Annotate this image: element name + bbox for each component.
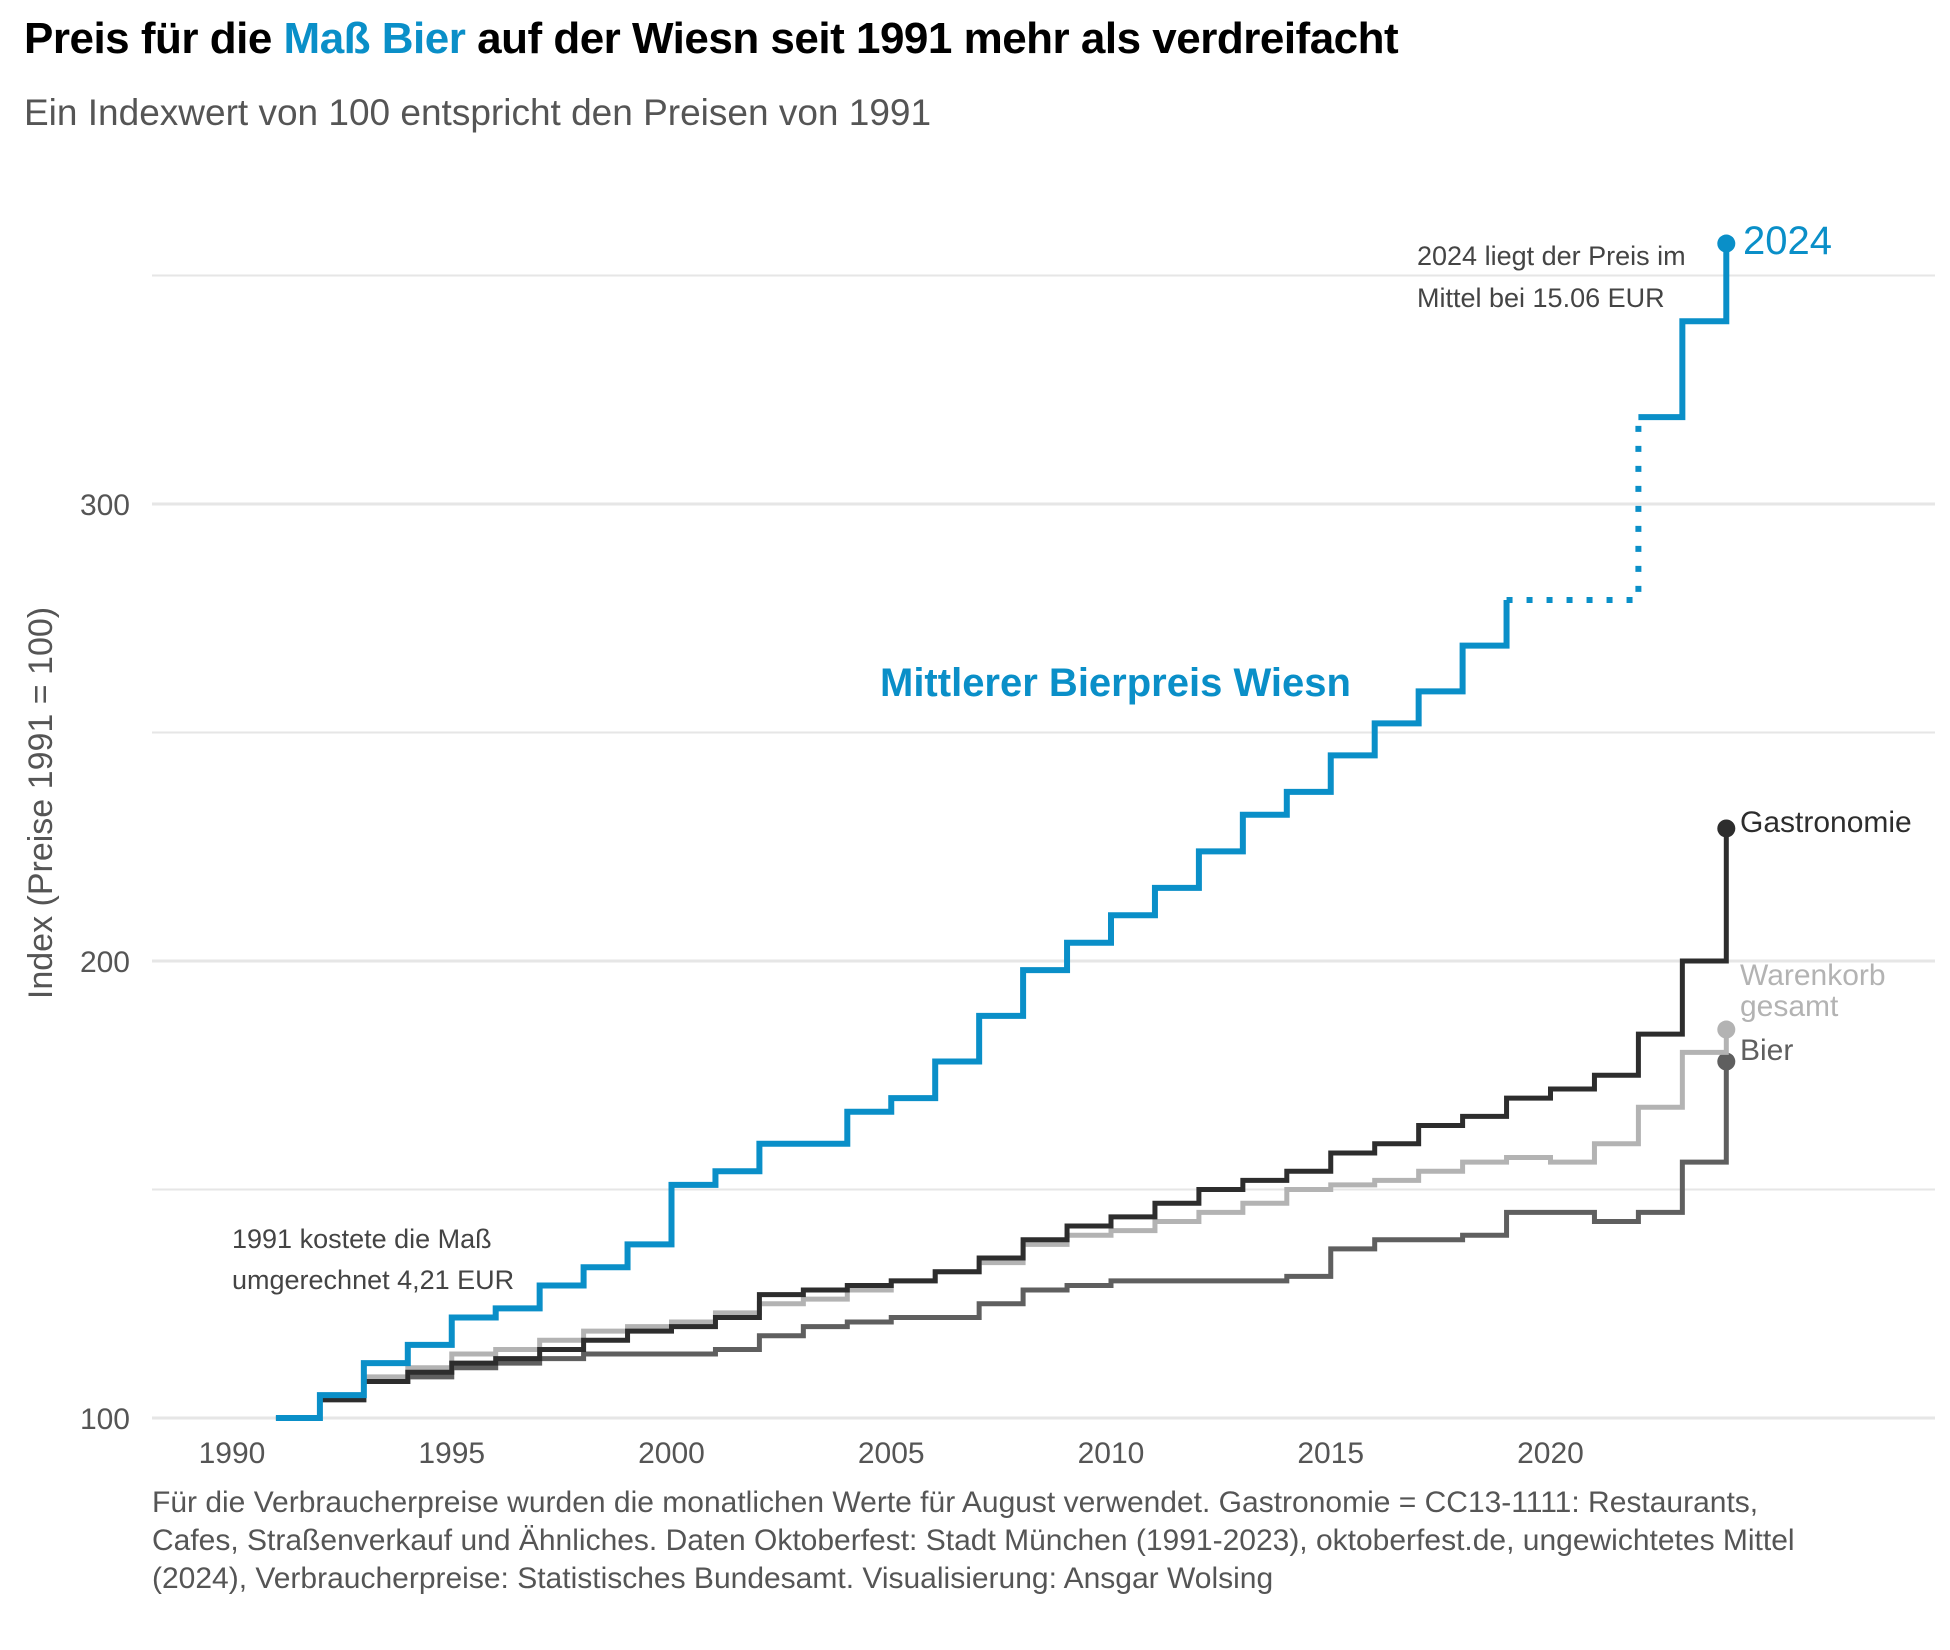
end-label-bier: Bier: [1740, 1034, 1793, 1067]
caption-line-3: (2024), Verbraucherpreise: Statistisches…: [152, 1562, 1274, 1595]
grid-lines: [152, 274, 1935, 1420]
chart-annotations: 1991 kostete die Maß umgerechnet 4,21 EU…: [232, 219, 1912, 1295]
annotation-end-year: 2024: [1743, 219, 1832, 263]
chart-subtitle: Ein Indexwert von 100 entspricht den Pre…: [24, 92, 932, 133]
y-tick-label: 300: [80, 489, 130, 522]
y-tick-label: 100: [80, 1403, 130, 1436]
title-post: auf der Wiesn seit 1991 mehr als verdrei…: [465, 14, 1399, 63]
series-line-wiesn: [275, 243, 1730, 1421]
end-point-wiesn: [1717, 234, 1736, 253]
end-label-warenkorb-line2: gesamt: [1740, 990, 1839, 1023]
end-label-gastronomie: Gastronomie: [1740, 806, 1912, 839]
chart-title: Preis für die Maß Bier auf der Wiesn sei…: [24, 14, 1399, 64]
x-tick-label: 1995: [418, 1437, 485, 1470]
end-point-gastronomie: [1717, 819, 1736, 838]
x-tick-label: 1990: [199, 1437, 266, 1470]
y-axis-ticks: 100 200 300: [80, 489, 130, 1436]
y-tick-label: 200: [80, 946, 130, 979]
series-gap-wiesn: [1506, 417, 1642, 603]
x-axis-ticks: 1990 1995 2000 2005 2010 2015 2020: [199, 1437, 1584, 1470]
x-tick-label: 2005: [858, 1437, 925, 1470]
x-tick-label: 2015: [1297, 1437, 1364, 1470]
annotation-start-line1: 1991 kostete die Maß: [232, 1224, 492, 1254]
caption-line-1: Für die Verbraucherpreise wurden die mon…: [152, 1486, 1759, 1519]
y-axis-label: Index (Preise 1991 = 100): [22, 607, 60, 999]
series-lines: [275, 234, 1736, 1421]
caption: Für die Verbraucherpreise wurden die mon…: [152, 1484, 1942, 1598]
series-title-wiesn: Mittlerer Bierpreis Wiesn: [880, 661, 1351, 705]
end-label-warenkorb-line1: Warenkorb: [1740, 959, 1886, 992]
series-line-gastronomie: [275, 828, 1729, 1421]
x-tick-label: 2010: [1078, 1437, 1145, 1470]
annotation-start-line2: umgerechnet 4,21 EUR: [232, 1265, 514, 1295]
annotation-end-line2: Mittel bei 15.06 EUR: [1417, 283, 1665, 313]
x-tick-label: 2020: [1517, 1437, 1584, 1470]
caption-line-2: Cafes, Straßenverkauf und Ähnliches. Dat…: [152, 1524, 1795, 1557]
end-point-warenkorb: [1717, 1020, 1736, 1039]
x-tick-label: 2000: [638, 1437, 705, 1470]
title-highlight: Maß Bier: [283, 14, 466, 63]
annotation-end-line1: 2024 liegt der Preis im: [1417, 241, 1686, 271]
end-point-bier: [1717, 1052, 1736, 1071]
title-pre: Preis für die: [24, 14, 284, 63]
